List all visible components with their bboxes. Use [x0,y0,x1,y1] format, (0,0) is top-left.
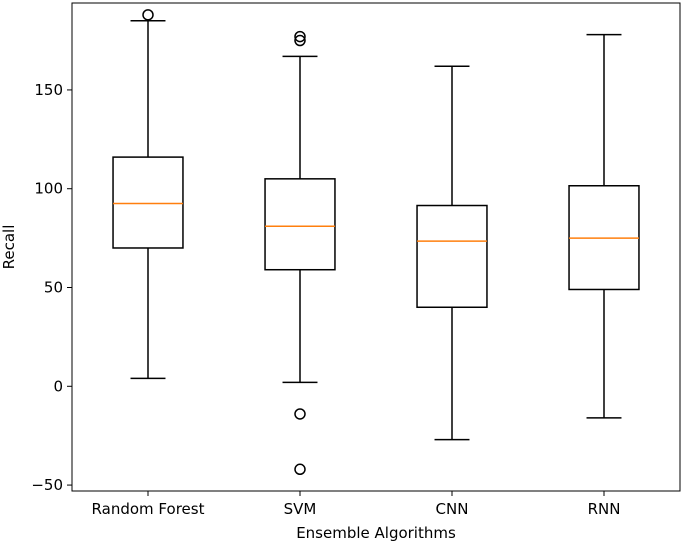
y-tick-label: 50 [44,279,63,297]
x-tick-label: RNN [588,500,621,518]
outlier-point [294,30,306,43]
iqr-box [112,156,184,249]
y-axis-label: Recall [0,225,18,270]
outlier-point [294,34,306,47]
outlier-point [142,9,154,21]
box-group [416,65,488,441]
boxes-layer [112,9,640,476]
box-group [264,30,336,476]
y-tick-label: −50 [31,476,63,494]
box-group [112,9,184,380]
iqr-box [416,204,488,309]
y-tick-label: 150 [34,81,63,99]
x-tick-label: Random Forest [92,500,205,518]
x-axis-label: Ensemble Algorithms [296,524,456,542]
outlier-point [294,463,306,476]
y-tick-label: 100 [34,180,63,198]
x-axis: Random Forest SVM CNN RNN [92,491,621,518]
outlier-point [294,408,306,420]
y-axis: −50 0 50 100 150 [31,81,72,494]
plot-area [71,2,681,492]
x-tick-label: CNN [436,500,469,518]
x-tick-label: SVM [284,500,317,518]
iqr-box [264,178,336,271]
y-tick-label: 0 [53,377,63,395]
box-group [568,33,640,419]
